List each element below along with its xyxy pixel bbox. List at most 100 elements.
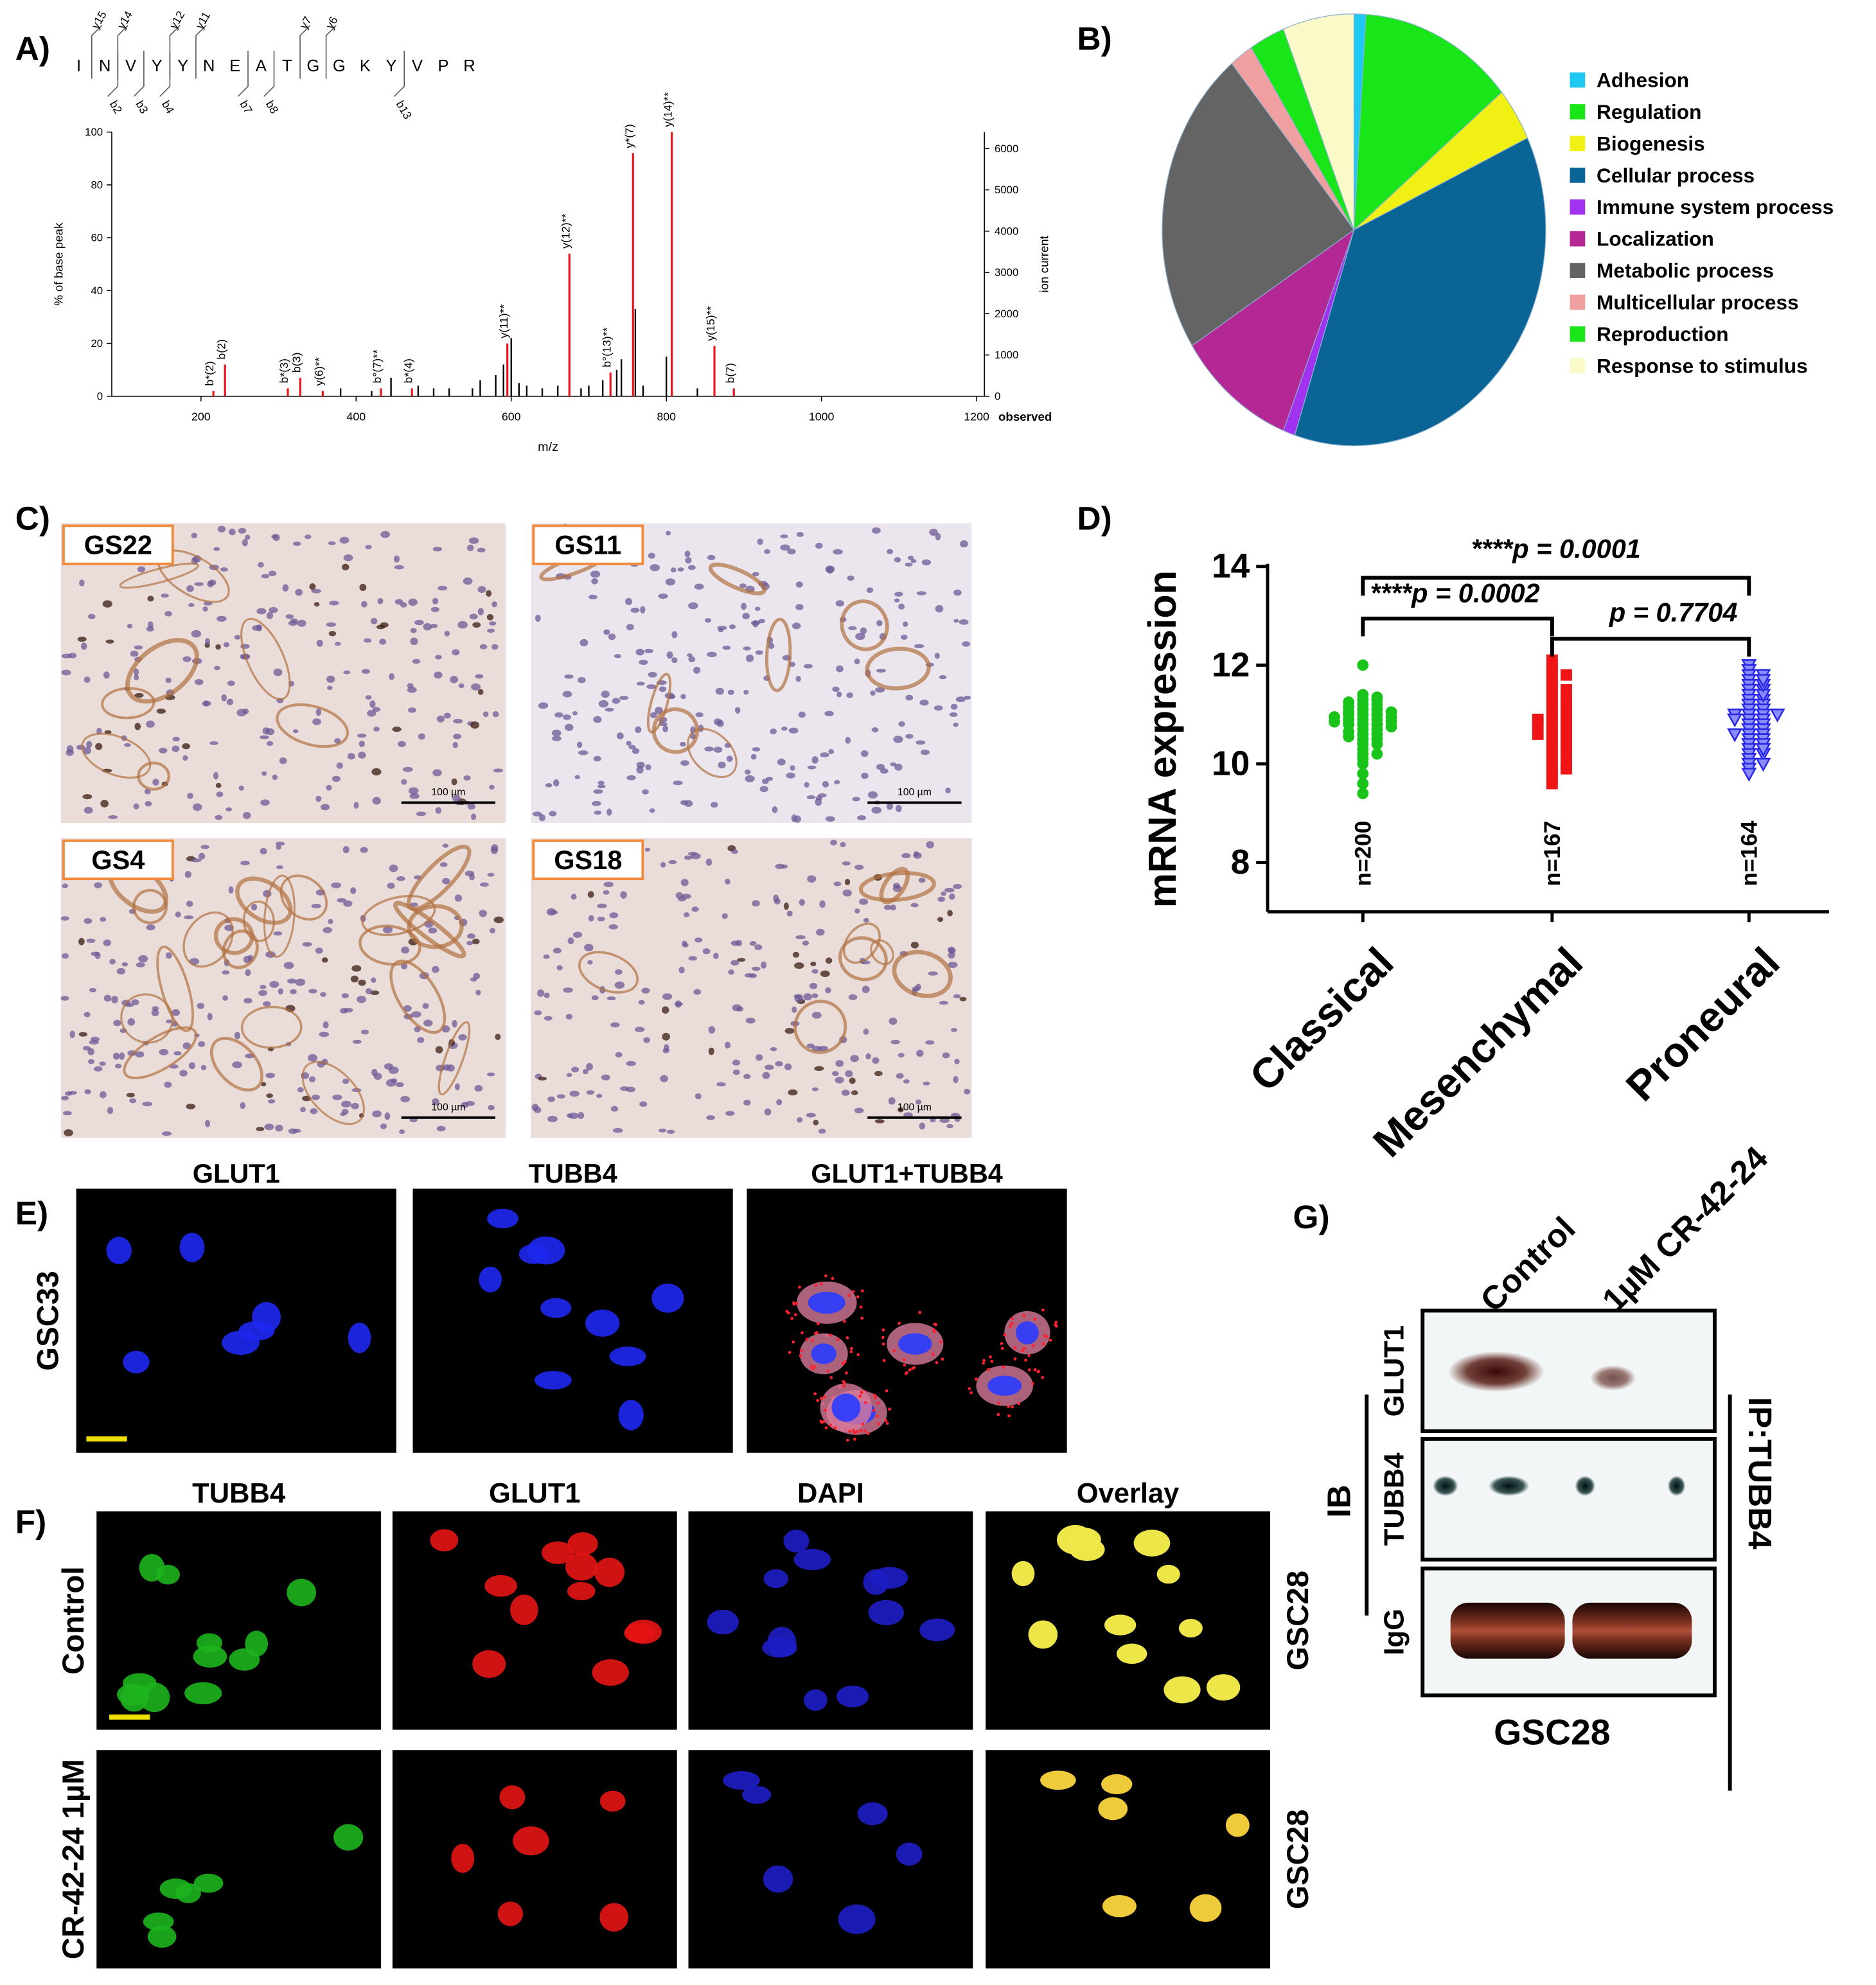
nucleus <box>341 1100 351 1107</box>
nucleus <box>87 1048 94 1055</box>
fiber <box>840 599 889 651</box>
nucleus <box>442 878 450 885</box>
nucleus <box>680 694 686 700</box>
nucleus <box>815 928 825 936</box>
nucleus <box>77 637 87 642</box>
cell <box>348 1322 371 1354</box>
row-label: GLUT1 <box>1379 1325 1410 1417</box>
nucleus <box>394 565 404 570</box>
n-label: n=167 <box>1539 821 1565 887</box>
nucleus <box>367 710 376 717</box>
nucleus <box>937 896 946 902</box>
nucleus <box>372 1110 382 1118</box>
fiber <box>393 901 466 958</box>
signal-dot <box>892 1349 896 1353</box>
nucleus <box>642 789 649 795</box>
signal-dot <box>908 1368 912 1372</box>
nucleus <box>608 924 618 930</box>
cell <box>535 1371 572 1390</box>
nucleus <box>704 618 712 623</box>
nucleus <box>312 1094 320 1100</box>
nucleus <box>702 948 711 955</box>
nucleus <box>648 671 657 678</box>
blot-band <box>1575 1476 1596 1496</box>
nucleus <box>533 1106 542 1113</box>
nucleus <box>300 1107 306 1113</box>
fiber <box>182 911 234 968</box>
nucleus <box>553 779 560 787</box>
nucleus <box>493 916 504 924</box>
nucleus <box>775 863 785 870</box>
nucleus <box>475 674 484 679</box>
y-tick-label: 12 <box>1212 646 1250 684</box>
y2-axis-label: ion current <box>1038 235 1051 292</box>
y2-tick-label: 1000 <box>995 349 1018 361</box>
nucleus <box>432 597 439 604</box>
nucleus <box>93 1066 103 1072</box>
nucleus <box>903 1079 910 1084</box>
nucleus <box>780 544 790 551</box>
cell <box>513 1826 549 1856</box>
nucleus <box>342 1079 350 1084</box>
nucleus <box>105 639 114 644</box>
nucleus <box>214 666 220 671</box>
nucleus <box>688 956 697 961</box>
nucleus <box>423 1019 433 1027</box>
nucleus <box>798 711 806 718</box>
nucleus <box>61 669 71 676</box>
nucleus <box>750 754 757 760</box>
signal-dot <box>1022 1346 1026 1350</box>
nucleus <box>164 1081 172 1088</box>
signal-dot <box>788 1350 792 1354</box>
nucleus <box>370 617 378 624</box>
nucleus <box>818 1045 829 1052</box>
nucleus <box>232 1061 242 1068</box>
nucleus <box>687 565 696 570</box>
nucleus <box>586 1063 593 1071</box>
nucleus <box>895 804 902 813</box>
nucleus <box>556 965 563 971</box>
nucleus <box>695 712 704 718</box>
panel-letter: G) <box>1293 1198 1330 1235</box>
x-tick-label: Classical <box>1241 939 1403 1100</box>
nucleus <box>796 1117 803 1123</box>
data-point <box>1343 696 1355 708</box>
nucleus <box>323 1021 329 1028</box>
nucleus <box>131 999 139 1006</box>
nucleus <box>670 567 677 572</box>
nucleus <box>845 737 851 744</box>
nucleus <box>385 1079 396 1087</box>
nucleus <box>563 987 573 993</box>
nucleus <box>208 579 217 586</box>
data-point <box>1343 730 1355 743</box>
nucleus <box>916 1099 922 1105</box>
nucleus <box>416 811 427 816</box>
nucleus <box>422 1003 429 1009</box>
nucleus <box>470 977 477 982</box>
fiber <box>279 874 328 921</box>
nucleus <box>955 696 966 702</box>
nucleus <box>312 718 321 725</box>
nucleus <box>84 1011 91 1018</box>
fluorescence-image <box>392 1750 677 1969</box>
legend-label: Cellular process <box>1597 164 1755 187</box>
nucleus <box>78 1032 88 1037</box>
nucleus <box>953 589 962 596</box>
nucleus <box>680 879 689 887</box>
nucleus <box>660 861 666 868</box>
nucleus <box>94 882 103 888</box>
fiber <box>687 728 738 779</box>
nucleus <box>832 686 840 693</box>
nucleus <box>921 559 932 566</box>
nucleus <box>192 803 202 811</box>
nucleus <box>818 1128 826 1134</box>
signal-dot <box>792 1302 796 1306</box>
nucleus <box>707 554 716 561</box>
image-label: GS4 <box>91 845 145 875</box>
fiber <box>119 562 199 589</box>
nucleus <box>577 676 586 684</box>
legend-swatch <box>1570 167 1586 183</box>
signal-dot <box>1013 1357 1017 1361</box>
cell-line-label: GSC28 <box>1494 1713 1611 1752</box>
cell <box>143 1912 174 1931</box>
